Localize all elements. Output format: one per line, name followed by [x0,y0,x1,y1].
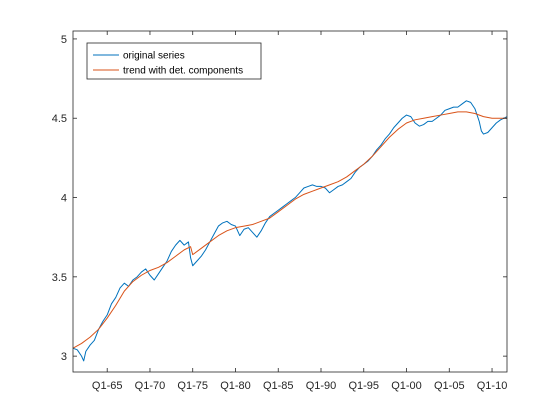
legend-box [86,42,262,80]
x-tick-label: Q1-10 [477,380,508,392]
x-tick-label: Q1-70 [135,380,166,392]
x-tick-label: Q1-00 [391,380,422,392]
y-tick-label: 5 [61,34,67,46]
series-layer [73,100,507,362]
y-tick-label: 3.5 [52,272,67,284]
plot-frame [72,30,508,373]
legend-label-trend: trend with det. components [123,66,243,77]
x-tick-label: Q1-95 [348,380,379,392]
series-line-0 [73,100,507,362]
series-line-1 [73,111,507,349]
y-tick-label: 3 [61,351,67,363]
x-tick-label: Q1-75 [177,380,208,392]
legend: original series trend with det. componen… [86,42,262,80]
x-tick-label: Q1-65 [92,380,123,392]
legend-label-original-series: original series [123,51,185,62]
x-tick-label: Q1-90 [306,380,337,392]
y-axis: 3 3.5 4 4.5 5 [52,34,507,363]
y-tick-label: 4.5 [52,113,67,125]
x-tick-label: Q1-05 [434,380,465,392]
x-axis: Q1-65 Q1-70 Q1-75 Q1-80 Q1-85 Q1-90 Q1-95 Q1-00… [92,31,507,392]
x-tick-label: Q1-85 [263,380,294,392]
x-tick-label: Q1-80 [220,380,251,392]
y-tick-label: 4 [61,193,67,205]
